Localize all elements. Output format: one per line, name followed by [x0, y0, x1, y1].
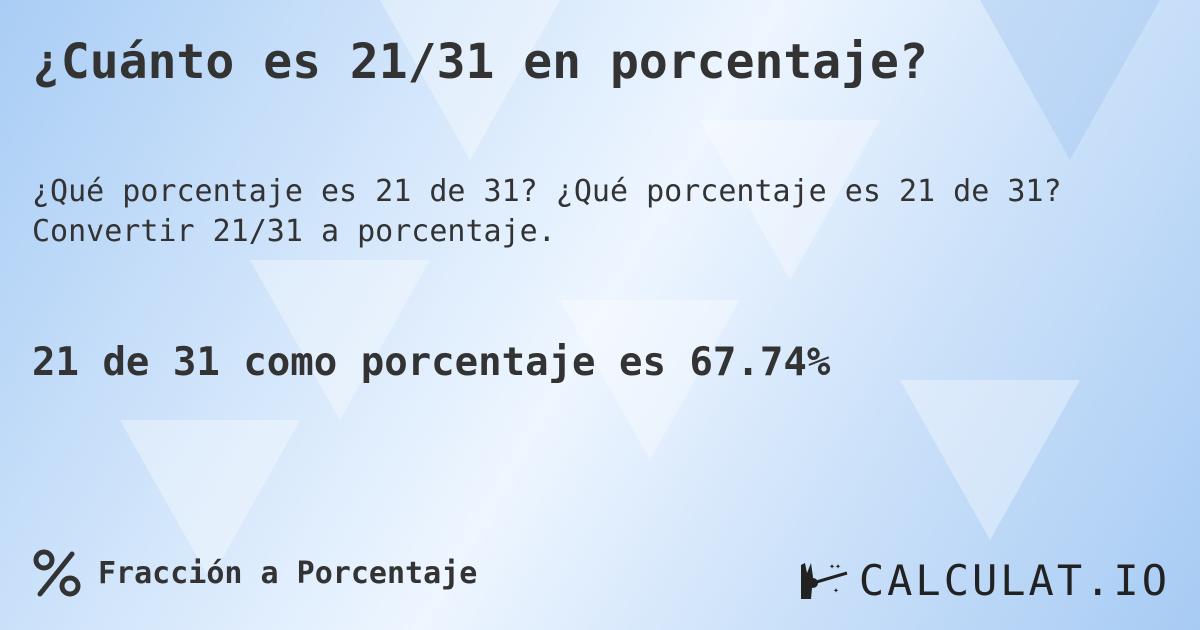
question-text: ¿Qué porcentaje es 21 de 31? ¿Qué porcen…	[32, 174, 1062, 249]
magic-hand-icon: ✦✦ ✦	[800, 561, 848, 599]
result-text: 21 de 31 como porcentaje es 67.74%	[32, 340, 831, 385]
svg-text:✦: ✦	[833, 585, 839, 596]
page-title: ¿Cuánto es 21/31 en porcentaje?	[32, 34, 928, 90]
category-label: Fracción a Porcentaje	[98, 555, 478, 591]
svg-text:✦✦: ✦✦	[829, 561, 841, 572]
percent-icon	[33, 549, 81, 597]
calculat-logo[interactable]: ✦✦ ✦ CALCULAT.IO	[797, 556, 1170, 605]
logo-text: CALCULAT.IO	[858, 556, 1170, 605]
category-link[interactable]: Fracción a Porcentaje	[32, 548, 477, 598]
